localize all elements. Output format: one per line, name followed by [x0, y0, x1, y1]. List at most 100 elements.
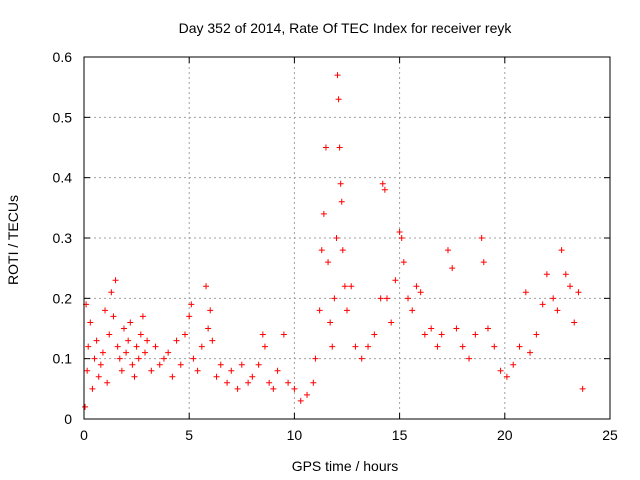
data-point	[327, 319, 334, 326]
data-point	[85, 343, 92, 350]
y-tick-label: 0.6	[53, 49, 73, 65]
data-point	[285, 379, 292, 386]
data-point	[137, 331, 144, 338]
data-point	[405, 295, 412, 302]
data-point	[358, 355, 365, 362]
data-point	[371, 331, 378, 338]
data-point	[87, 319, 94, 326]
data-point	[543, 271, 550, 278]
data-point	[558, 247, 565, 254]
data-point	[478, 235, 485, 241]
data-point	[245, 379, 252, 386]
data-point	[365, 343, 372, 350]
data-point	[259, 331, 266, 338]
plot-frame	[83, 56, 611, 420]
data-point	[110, 313, 117, 320]
data-point	[209, 337, 216, 344]
data-point	[310, 379, 317, 386]
data-point	[120, 325, 127, 332]
axis-ticks: 0 5 10 15 20 25 0 0.1 0.2 0.3 0.4 0.5 0.6	[53, 49, 618, 443]
x-axis-label: GPS time / hours	[292, 458, 399, 474]
data-point	[322, 144, 329, 151]
data-point	[131, 373, 138, 380]
data-point	[344, 307, 350, 314]
data-point	[127, 319, 134, 326]
data-point	[91, 355, 98, 362]
data-point	[106, 331, 113, 338]
data-point	[338, 198, 345, 205]
data-point	[114, 343, 121, 350]
x-tick-label: 5	[185, 427, 193, 443]
data-point	[205, 325, 212, 332]
data-point	[480, 259, 487, 266]
y-tick-label: 0	[64, 411, 72, 427]
data-point	[562, 271, 569, 278]
data-point	[99, 349, 106, 356]
data-point	[522, 289, 529, 296]
data-point	[438, 331, 445, 338]
y-axis-label: ROTI / TECUs	[5, 195, 21, 285]
data-point	[417, 289, 424, 296]
data-point	[575, 289, 582, 296]
data-point	[341, 283, 348, 290]
grid-lines	[84, 57, 610, 419]
data-point	[472, 331, 479, 338]
data-point	[421, 331, 428, 338]
y-tick-label: 0.1	[53, 351, 73, 367]
data-point	[497, 367, 504, 374]
data-point	[249, 373, 256, 380]
data-point	[186, 313, 193, 320]
data-point	[409, 307, 416, 314]
data-point	[579, 385, 586, 392]
data-point	[388, 319, 395, 326]
chart-title: Day 352 of 2014, Rate Of TEC Index for r…	[179, 20, 513, 36]
data-point	[318, 247, 325, 254]
data-point	[82, 403, 89, 410]
data-point	[336, 144, 343, 151]
data-point	[503, 373, 510, 380]
data-point	[190, 355, 197, 362]
data-point	[516, 343, 523, 350]
data-point	[238, 361, 245, 368]
data-point	[379, 180, 386, 187]
y-tick-label: 0.5	[53, 109, 73, 125]
data-point	[255, 361, 262, 368]
data-point	[337, 180, 344, 187]
data-point	[93, 337, 100, 344]
data-point	[444, 247, 451, 254]
data-point	[396, 228, 403, 235]
data-point	[194, 367, 201, 374]
data-point	[123, 349, 130, 356]
data-points	[82, 72, 586, 410]
x-tick-label: 15	[392, 427, 408, 443]
data-point	[228, 367, 235, 374]
data-point	[280, 331, 287, 338]
data-point	[466, 355, 473, 362]
y-tick-label: 0.4	[53, 170, 73, 186]
data-point	[459, 343, 466, 350]
data-point	[383, 295, 390, 302]
data-point	[116, 355, 123, 362]
data-point	[316, 307, 323, 314]
data-point	[352, 343, 359, 350]
data-point	[152, 343, 159, 350]
data-point	[304, 391, 311, 398]
data-point	[213, 373, 220, 380]
data-point	[84, 367, 91, 374]
data-point	[156, 361, 163, 368]
data-point	[434, 343, 441, 350]
data-point	[539, 301, 546, 308]
data-point	[413, 283, 420, 290]
data-point	[261, 343, 268, 350]
data-point	[339, 247, 346, 254]
data-point	[312, 355, 319, 362]
data-point	[217, 361, 224, 368]
data-point	[160, 355, 167, 362]
data-point	[484, 325, 491, 332]
data-point	[491, 343, 498, 350]
data-point	[297, 397, 304, 404]
data-point	[207, 307, 214, 314]
data-point	[234, 385, 241, 392]
data-point	[203, 283, 210, 290]
data-point	[400, 259, 407, 266]
